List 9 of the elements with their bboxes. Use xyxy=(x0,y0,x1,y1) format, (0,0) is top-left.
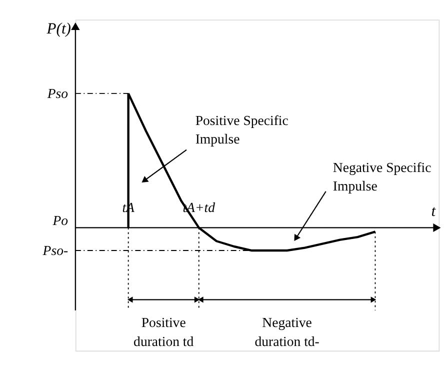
text: Positive duration td xyxy=(134,315,194,349)
text: Pso xyxy=(46,86,68,102)
x-axis-title: t xyxy=(431,203,436,220)
annotation: Positive Specific Impulse xyxy=(195,112,288,147)
text: Pso- xyxy=(42,243,68,258)
annotation: Negative Specific Impulse xyxy=(332,160,432,194)
y-axis-title: P(t) xyxy=(46,20,72,38)
ref-line-label: Po xyxy=(52,212,68,228)
text: Negative duration td- xyxy=(254,315,320,349)
